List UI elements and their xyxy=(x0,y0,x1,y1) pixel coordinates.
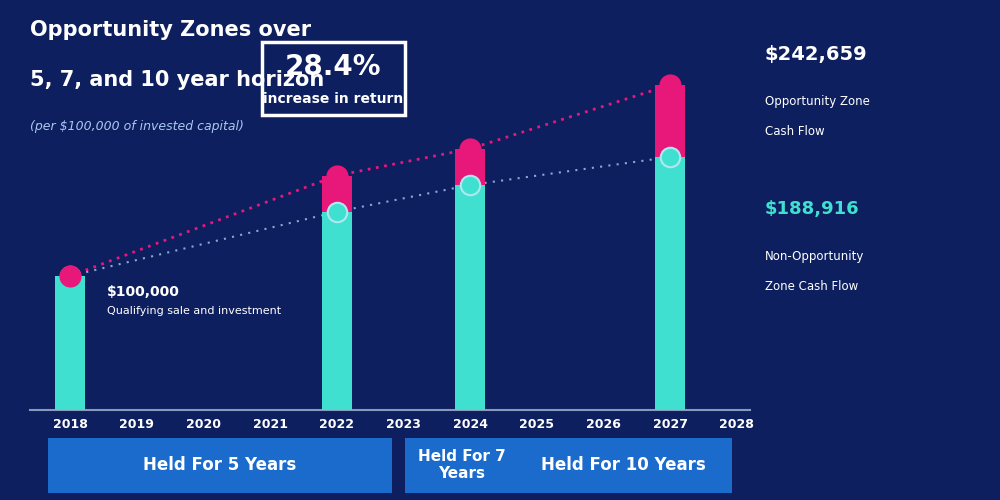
Bar xyxy=(655,157,685,410)
Text: $188,916: $188,916 xyxy=(765,200,860,218)
Bar xyxy=(455,149,485,185)
Text: $242,659: $242,659 xyxy=(765,45,868,64)
Text: Non-Opportunity: Non-Opportunity xyxy=(765,250,864,263)
Bar xyxy=(655,85,685,157)
Text: $100,000: $100,000 xyxy=(107,286,180,300)
FancyBboxPatch shape xyxy=(262,42,405,116)
Text: Held For 10 Years: Held For 10 Years xyxy=(541,456,706,474)
Text: Held For 5 Years: Held For 5 Years xyxy=(143,456,297,474)
Bar xyxy=(55,276,85,410)
Text: Opportunity Zone: Opportunity Zone xyxy=(765,95,870,108)
Bar xyxy=(322,212,352,410)
Bar xyxy=(455,185,485,410)
Text: 5, 7, and 10 year horizon: 5, 7, and 10 year horizon xyxy=(30,70,324,90)
Text: Zone Cash Flow: Zone Cash Flow xyxy=(765,280,858,293)
Text: Cash Flow: Cash Flow xyxy=(765,125,825,138)
Text: (per $100,000 of invested capital): (per $100,000 of invested capital) xyxy=(30,120,244,133)
Text: Held For 7
Years: Held For 7 Years xyxy=(418,449,506,481)
Text: 28.4%: 28.4% xyxy=(285,52,382,80)
Bar xyxy=(322,176,352,212)
Text: Opportunity Zones over: Opportunity Zones over xyxy=(30,20,311,40)
Text: increase in return: increase in return xyxy=(263,92,403,106)
Text: Qualifying sale and investment: Qualifying sale and investment xyxy=(107,306,281,316)
